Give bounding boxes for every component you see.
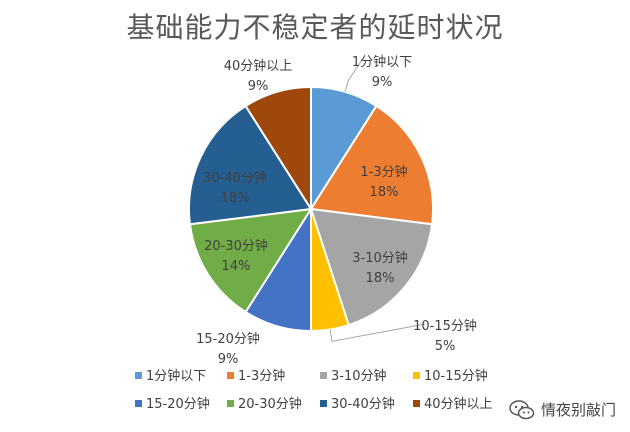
data-label-category: 30-40分钟 [203, 170, 267, 186]
data-label-value: 18% [366, 271, 395, 286]
watermark-text: 情夜别敲门 [540, 401, 616, 419]
data-label-category: 40分钟以上 [224, 58, 293, 74]
legend-swatch [320, 372, 327, 379]
legend-swatch [135, 400, 142, 407]
chart-title: 基础能力不稳定者的延时状况 [126, 11, 504, 44]
legend-entry: 10-15分钟 [424, 368, 488, 384]
legend-entry: 20-30分钟 [238, 396, 302, 412]
data-label-value: 14% [222, 259, 251, 274]
legend-swatch [227, 372, 234, 379]
leader-line [344, 59, 363, 92]
data-label-category: 1分钟以下 [352, 54, 412, 70]
data-label-category: 15-20分钟 [196, 331, 260, 347]
leader-line [329, 323, 426, 342]
legend-swatch [413, 400, 420, 407]
pie-slice [309, 104, 434, 226]
data-label-category: 10-15分钟 [413, 318, 477, 334]
pie-slice [309, 207, 434, 327]
watermark: 情夜别敲门 [509, 399, 616, 420]
legend: 1分钟以下 1-3分钟 3-10分钟 10-15分钟 15-20分钟 20-30分钟 30-… [135, 368, 493, 412]
legend-swatch [227, 400, 234, 407]
legend-swatch [135, 372, 142, 379]
pie-slice [188, 104, 313, 226]
legend-entry: 3-10分钟 [331, 368, 387, 384]
leader-lines [329, 59, 426, 342]
data-label-value: 9% [218, 352, 239, 367]
data-label-value: 18% [221, 191, 250, 206]
legend-entry: 15-20分钟 [146, 396, 210, 412]
legend-entry: 1-3分钟 [238, 368, 285, 384]
legend-entry: 40分钟以上 [424, 396, 493, 412]
wechat-icon [509, 399, 535, 419]
data-label-value: 5% [435, 339, 456, 354]
data-label-value: 9% [248, 79, 269, 94]
pie-slice [188, 207, 313, 314]
legend-swatch [320, 400, 327, 407]
data-labels: 1分钟以下 9% 1-3分钟 18% 3-10分钟 18% 10-15分钟 5% 15-20分钟… [196, 54, 477, 367]
pie-slice [244, 85, 312, 213]
legend-entry: 1分钟以下 [146, 368, 206, 384]
data-label-value: 9% [372, 75, 393, 90]
pie-slices [188, 85, 434, 333]
data-label-category: 3-10分钟 [352, 250, 408, 266]
data-label-category: 1-3分钟 [360, 164, 407, 180]
legend-swatch [413, 372, 420, 379]
data-label-category: 20-30分钟 [204, 238, 268, 254]
data-label-value: 18% [370, 185, 399, 200]
legend-entry: 30-40分钟 [331, 396, 395, 412]
